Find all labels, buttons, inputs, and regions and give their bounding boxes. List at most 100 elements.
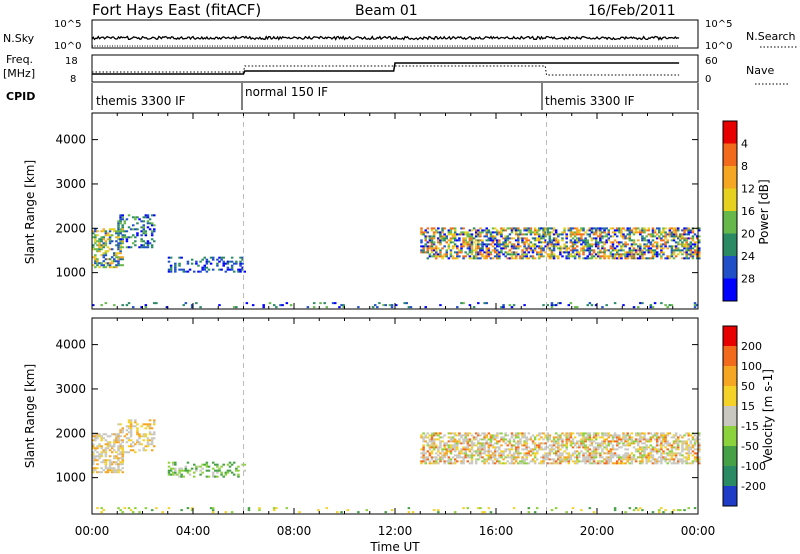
- velocity-cell: [599, 456, 602, 459]
- power-cell: [626, 233, 629, 236]
- velocity-cell: [498, 456, 501, 459]
- power-cell: [691, 243, 695, 246]
- velocity-cell: [567, 454, 571, 457]
- power-cell: [590, 255, 594, 258]
- velocity-cell: [603, 434, 606, 437]
- velocity-cell: [483, 434, 486, 437]
- velocity-cell: [630, 460, 634, 463]
- velocity-cell: [517, 446, 520, 449]
- velocity-cell: [110, 469, 114, 472]
- power-cell: [426, 235, 430, 238]
- velocity-cell: [660, 507, 663, 510]
- velocity-cell: [658, 448, 661, 451]
- power-cell: [517, 241, 520, 244]
- power-cell: [136, 232, 139, 235]
- velocity-cell: [571, 507, 575, 510]
- power-cell: [685, 255, 688, 258]
- velocity-cell: [102, 451, 106, 454]
- power-cell: [645, 229, 648, 232]
- velocity-cell: [571, 440, 575, 443]
- power-cell: [489, 243, 493, 246]
- power-cell: [451, 227, 455, 230]
- power-cell: [544, 229, 547, 232]
- velocity-cell: [548, 450, 552, 453]
- velocity-cell: [184, 465, 188, 468]
- power-cell: [517, 253, 520, 256]
- velocity-cell: [649, 460, 653, 463]
- velocity-cell: [144, 435, 148, 438]
- power-cell: [578, 251, 581, 254]
- velocity-cell: [127, 445, 131, 448]
- velocity-cell: [153, 437, 156, 440]
- velocity-cell: [618, 446, 621, 449]
- velocity-cell: [681, 462, 684, 465]
- power-cell: [592, 243, 596, 246]
- power-cell: [430, 241, 434, 244]
- velocity-cell: [632, 440, 636, 443]
- power-cell: [462, 237, 465, 240]
- velocity-cell: [439, 456, 442, 459]
- power-cell: [144, 234, 148, 237]
- power-cell: [504, 237, 507, 240]
- velocity-cell: [439, 460, 442, 463]
- power-cell: [634, 251, 638, 254]
- velocity-cell: [94, 433, 97, 436]
- power-cell: [432, 249, 436, 252]
- velocity-cell: [554, 450, 558, 453]
- velocity-cell: [658, 511, 661, 514]
- velocity-cell: [456, 442, 459, 445]
- velocity-cell: [517, 432, 520, 435]
- velocity-cell: [573, 452, 577, 455]
- velocity-cell: [462, 458, 465, 461]
- power-cell: [439, 235, 442, 238]
- power-cell: [493, 239, 497, 242]
- power-cell: [578, 233, 581, 236]
- power-cell: [521, 251, 524, 254]
- velocity-cell: [437, 434, 440, 437]
- power-cell: [531, 245, 535, 248]
- power-cell: [239, 268, 242, 271]
- power-cell: [641, 231, 644, 234]
- power-cell: [426, 251, 430, 254]
- power-cell: [672, 229, 676, 232]
- power-cell: [96, 258, 99, 261]
- velocity-cell: [643, 442, 646, 445]
- power-cell: [590, 237, 594, 240]
- velocity-cell: [607, 460, 611, 463]
- velocity-cell: [626, 440, 629, 443]
- power-cell: [485, 243, 488, 246]
- velocity-cell: [649, 448, 653, 451]
- power-cell: [651, 239, 655, 242]
- power-cell: [510, 255, 514, 258]
- velocity-cell: [449, 432, 453, 435]
- power-cell: [586, 233, 589, 236]
- velocity-cell: [100, 445, 103, 448]
- power-cell: [647, 229, 651, 232]
- power-cell: [557, 302, 560, 305]
- velocity-cell: [104, 463, 108, 466]
- power-cell: [609, 245, 613, 248]
- power-colorbar-swatch: [723, 166, 737, 189]
- power-cell: [462, 241, 465, 244]
- velocity-cell: [645, 460, 648, 463]
- power-cell: [647, 227, 651, 230]
- power-cell: [487, 249, 491, 252]
- velocity-cell: [687, 444, 690, 447]
- power-cell: [548, 237, 552, 240]
- velocity-cell: [643, 432, 646, 435]
- velocity-cell: [535, 450, 539, 453]
- velocity-cell: [681, 460, 684, 463]
- velocity-cell: [698, 434, 701, 437]
- power-cell: [594, 227, 598, 230]
- velocity-cell: [453, 440, 457, 443]
- velocity-cell: [115, 451, 118, 454]
- power-cell: [622, 233, 625, 236]
- velocity-cell: [561, 440, 564, 443]
- power-cell: [559, 247, 562, 250]
- velocity-cell: [94, 437, 97, 440]
- power-cell: [131, 242, 135, 245]
- power-cell: [571, 227, 575, 230]
- power-cell: [426, 227, 430, 230]
- velocity-cell: [531, 460, 535, 463]
